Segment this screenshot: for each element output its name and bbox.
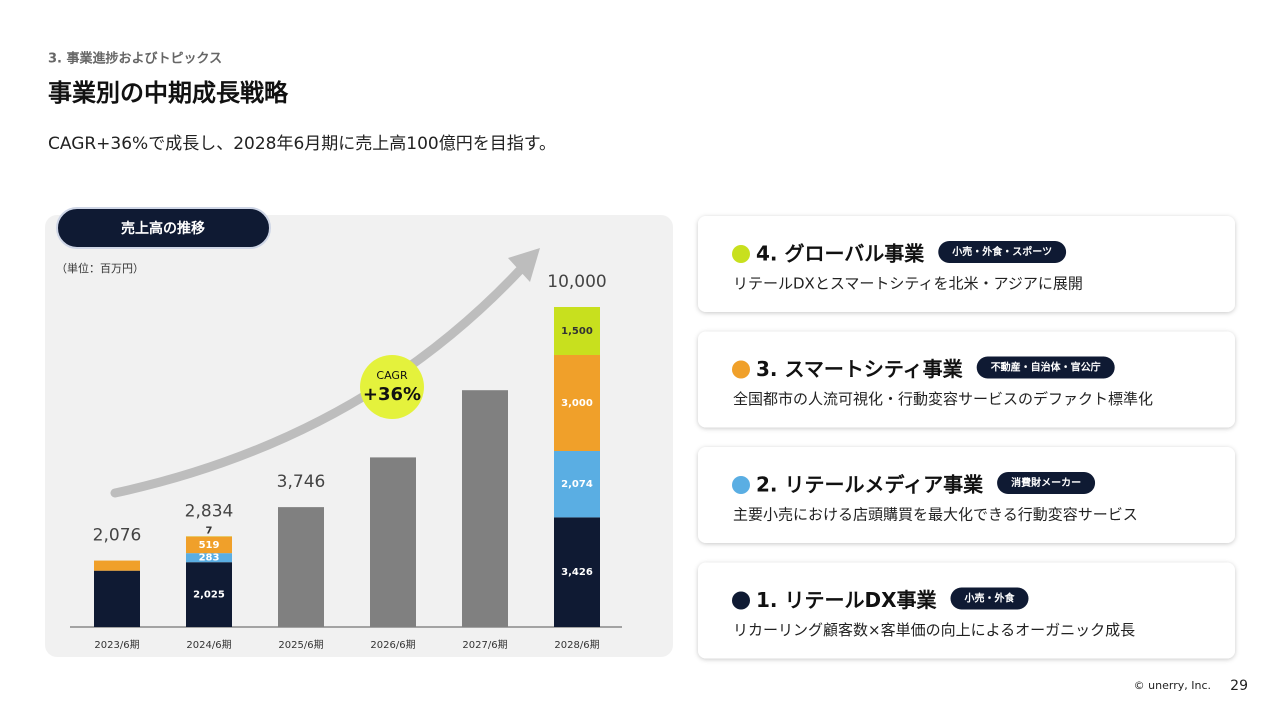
legend-dot [732, 360, 750, 379]
legend-dot [732, 591, 750, 610]
chart-title: 売上高の推移 [121, 220, 205, 237]
tag [950, 587, 1029, 610]
bar-segment [186, 562, 232, 627]
total-label: 3,746 [277, 472, 326, 492]
card-description: リカーリング顧客数×客単価の向上によるオーガニック成長 [733, 621, 1135, 639]
x-tick-label: 2024/6期 [186, 639, 231, 651]
card [698, 562, 1235, 659]
growth-arrow-head [508, 248, 540, 282]
legend-title: 3. スマートシティ事業 [756, 357, 964, 381]
tag [976, 356, 1115, 379]
tag [938, 241, 1067, 263]
x-tick-label: 2026/6期 [370, 639, 415, 651]
projection-bar [370, 457, 416, 627]
growth-arrow [110, 265, 525, 498]
segment-label: 7 [206, 525, 213, 536]
cagr-badge [360, 355, 424, 419]
legend-title: 4. グローバル事業 [756, 242, 925, 266]
bar-segment [554, 451, 600, 518]
card [698, 331, 1235, 428]
card [698, 447, 1235, 543]
x-tick-label: 2027/6期 [462, 639, 507, 651]
bar-segment [186, 553, 232, 563]
card-description: 全国都市の人流可視化・行動変容サービスのデファクト標準化 [733, 390, 1153, 408]
segment-label: 283 [199, 553, 220, 564]
total-label: 10,000 [547, 272, 606, 292]
footer: © unerry, Inc. [1134, 679, 1211, 692]
bar-segment [94, 560, 140, 571]
tag-label: 小売・外食 [964, 592, 1016, 605]
bar-segment [94, 570, 140, 627]
tag [997, 472, 1096, 494]
cagr-value: +36% [363, 384, 421, 405]
bar-segment [554, 517, 600, 627]
section: 3. 事業進捗およびトピックス [48, 51, 222, 67]
x-tick-label: 2028/6期 [554, 639, 599, 651]
card-description: リテールDXとスマートシティを北米・アジアに展開 [733, 275, 1083, 293]
page-number: 29 [1230, 678, 1248, 694]
segment-label: 3,000 [561, 398, 593, 409]
bar-segment [554, 355, 600, 451]
tag-label: 消費財メーカー [1011, 476, 1081, 489]
x-tick-label: 2023/6期 [94, 639, 139, 651]
cards: 4. グローバル事業 小売・外食・スポーツリテールDXとスマートシティを北米・アジ… [698, 216, 1235, 659]
legend-dot [732, 476, 750, 494]
segment-label: 519 [199, 540, 220, 551]
segment-label: 2,074 [561, 479, 593, 490]
projection-bar [462, 390, 508, 627]
lead: CAGR+36%で成長し、2028年6月期に売上高100億円を目指す。 [48, 134, 556, 154]
cagr-label: CAGR [376, 369, 408, 382]
legend-title: 2. リテールメディア事業 [756, 473, 984, 497]
segment-label: 1,500 [561, 326, 593, 337]
tag-label: 小売・外食・スポーツ [951, 245, 1052, 258]
card [698, 216, 1235, 312]
bar-segment [554, 307, 600, 355]
chart: 2023/6期 2,076 2024/6期 2,025 283 519 7 2,834 2025… [70, 272, 622, 651]
total-label: 2,834 [185, 501, 234, 521]
tag-label: 不動産・自治体・官公庁 [991, 361, 1101, 374]
chart-title-pill [56, 207, 271, 249]
legend-title: 1. リテールDX事業 [756, 588, 937, 612]
total-label: 2,076 [93, 526, 142, 546]
x-tick-label: 2025/6期 [278, 639, 323, 651]
segment-label: 2,025 [193, 590, 225, 601]
slide-title: 事業別の中期成長戦略 [48, 79, 289, 107]
unit: （単位：百万円） [56, 261, 144, 275]
projection-bar [278, 507, 324, 627]
legend-dot [732, 245, 750, 263]
segment-label: 3,426 [561, 567, 593, 578]
card-description: 主要小売における店頭購買を最大化できる行動変容サービス [733, 506, 1138, 524]
bar-segment [186, 536, 232, 554]
